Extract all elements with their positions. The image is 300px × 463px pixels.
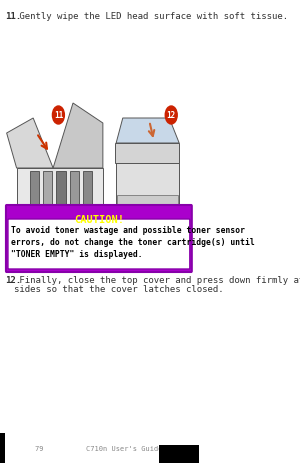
FancyBboxPatch shape	[8, 219, 190, 269]
FancyBboxPatch shape	[6, 206, 192, 272]
Polygon shape	[53, 104, 103, 169]
Polygon shape	[116, 119, 179, 144]
Text: 11.: 11.	[5, 12, 21, 21]
Text: sides so that the cover latches closed.: sides so that the cover latches closed.	[14, 284, 224, 294]
Polygon shape	[118, 195, 178, 217]
Text: 11: 11	[54, 111, 63, 120]
Polygon shape	[13, 232, 106, 238]
Bar	[0, 433, 5, 463]
Polygon shape	[7, 119, 53, 169]
Bar	[159, 445, 199, 463]
Text: To avoid toner wastage and possible toner sensor
errors, do not change the toner: To avoid toner wastage and possible tone…	[11, 225, 254, 258]
Text: Finally, close the top cover and press down firmly at both: Finally, close the top cover and press d…	[14, 275, 300, 284]
Polygon shape	[16, 169, 103, 224]
Polygon shape	[43, 172, 52, 208]
Polygon shape	[56, 172, 66, 208]
Text: 12: 12	[167, 111, 176, 120]
Text: CAUTION!: CAUTION!	[74, 214, 124, 225]
Polygon shape	[115, 144, 179, 163]
Circle shape	[165, 107, 177, 125]
Text: 12.: 12.	[5, 275, 21, 284]
Polygon shape	[83, 172, 92, 208]
Polygon shape	[116, 163, 179, 219]
Text: Gently wipe the LED head surface with soft tissue.: Gently wipe the LED head surface with so…	[14, 12, 288, 21]
Polygon shape	[16, 221, 103, 233]
Polygon shape	[30, 172, 39, 208]
Text: 79          C710n User's Guide: 79 C710n User's Guide	[35, 445, 163, 451]
Circle shape	[52, 107, 64, 125]
Polygon shape	[70, 172, 79, 208]
